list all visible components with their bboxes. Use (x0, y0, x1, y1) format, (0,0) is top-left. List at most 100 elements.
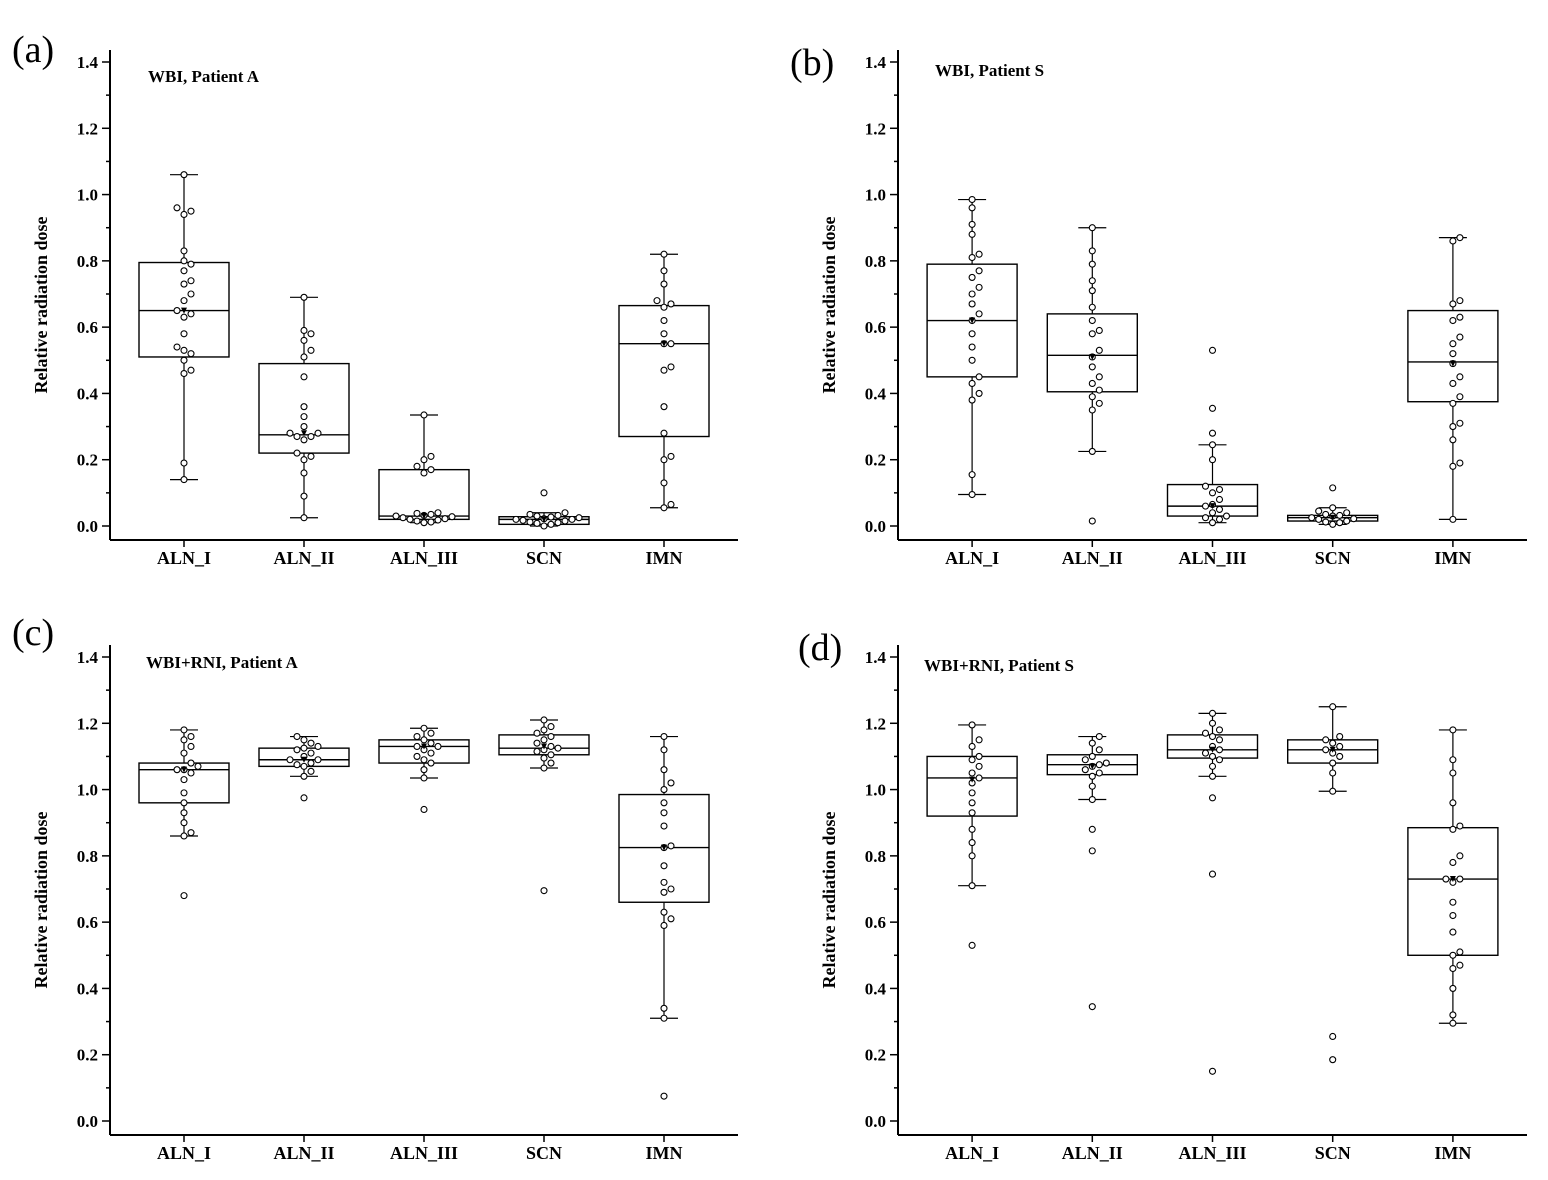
data-point (1456, 297, 1464, 305)
data-point (667, 779, 675, 787)
data-point (180, 210, 188, 219)
data-point (660, 1004, 668, 1012)
data-point (286, 756, 294, 764)
y-axis-title: Relative radiation dose (819, 812, 839, 989)
data-point (975, 250, 983, 258)
data-point (968, 356, 976, 364)
data-point (434, 516, 442, 524)
data-point (1329, 484, 1337, 492)
data-point (1456, 373, 1464, 381)
data-point (300, 423, 308, 431)
data-point (1329, 769, 1337, 777)
iqr-box (1407, 826, 1499, 956)
data-point (968, 839, 976, 847)
data-point (1329, 739, 1337, 747)
data-point (968, 789, 976, 797)
data-point (660, 799, 668, 807)
data-point (667, 300, 675, 308)
data-point (547, 759, 555, 767)
data-point (413, 462, 421, 470)
data-point (1456, 852, 1464, 860)
box-aln-i: ALN_I (138, 171, 230, 568)
mean-marker (661, 340, 667, 347)
panel-b: (b) WBI, Patient S 0.0 0.2 0.4 0.6 0.8 1.0 1.2 1.… (790, 42, 1527, 568)
chart-title: WBI, Patient S (935, 61, 1044, 80)
mean-marker (1329, 746, 1336, 753)
data-point (968, 825, 976, 833)
data-point (540, 522, 548, 530)
data-point (180, 171, 188, 179)
data-point (660, 822, 668, 830)
data-point (1449, 756, 1457, 764)
data-point (1456, 948, 1464, 956)
data-point (968, 290, 976, 298)
data-point (1208, 709, 1217, 717)
data-point (968, 343, 976, 351)
data-point (1095, 732, 1103, 741)
data-point (968, 742, 976, 751)
data-point (1449, 898, 1457, 906)
data-point (180, 832, 188, 840)
data-point (968, 809, 976, 817)
data-point (1088, 517, 1096, 525)
data-point (180, 346, 188, 354)
data-point (1215, 756, 1224, 764)
data-point (968, 471, 976, 479)
data-point (540, 736, 548, 744)
data-point (1456, 419, 1464, 427)
box-scn: SCN (1286, 484, 1379, 568)
data-point (1208, 719, 1217, 727)
data-point (653, 297, 661, 305)
data-point (1095, 746, 1103, 754)
data-point (1201, 482, 1210, 490)
data-point (540, 726, 548, 734)
data-point (413, 742, 421, 751)
mean-marker (969, 776, 976, 783)
data-point (1208, 456, 1217, 464)
data-point (300, 373, 308, 381)
mean-marker (181, 307, 187, 314)
y-tick-label: 0.4 (865, 384, 887, 403)
data-point (975, 310, 983, 318)
data-point (180, 247, 188, 255)
data-point (434, 742, 442, 751)
data-point (1456, 459, 1464, 467)
data-point (568, 515, 576, 523)
data-point (1088, 406, 1096, 414)
x-tick-label: IMN (1434, 548, 1471, 568)
panel-label: (d) (798, 627, 842, 669)
data-point (1208, 489, 1217, 497)
data-point (1102, 759, 1110, 767)
data-point (180, 257, 188, 265)
data-point (187, 310, 195, 318)
data-point (660, 1014, 668, 1022)
data-point (300, 514, 308, 522)
y-tick-label: 0.0 (865, 1112, 886, 1131)
data-point (1449, 462, 1457, 470)
data-point (1201, 514, 1210, 522)
data-point (968, 300, 976, 308)
y-axis-title: Relative radiation dose (31, 217, 51, 394)
y-tick-label: 0.8 (865, 252, 886, 271)
y-tick-label: 1.0 (77, 781, 98, 800)
data-point (1449, 379, 1457, 388)
data-point (1336, 752, 1344, 760)
data-point (1449, 1011, 1457, 1019)
data-point (1201, 749, 1210, 757)
data-point (1322, 510, 1330, 518)
data-point (300, 744, 308, 752)
data-point (300, 336, 308, 344)
x-tick-label: ALN_II (273, 1143, 334, 1163)
data-point (307, 759, 315, 767)
x-tick-label: ALN_I (157, 548, 211, 568)
data-point (540, 754, 548, 762)
y-tick-label: 0.8 (77, 847, 98, 866)
y-tick-label: 0.2 (865, 1046, 886, 1065)
x-tick-label: IMN (1434, 1143, 1471, 1163)
data-point (173, 343, 181, 351)
data-point (307, 432, 315, 441)
data-point (660, 878, 668, 886)
data-point (406, 515, 414, 523)
data-point (307, 767, 315, 775)
data-point (180, 776, 188, 784)
